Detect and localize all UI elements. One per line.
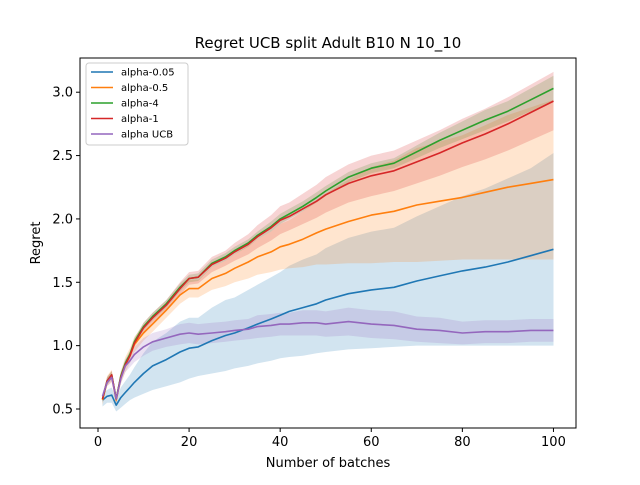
legend-label: alpha-0.05 <box>121 68 175 79</box>
x-tick-label: 60 <box>363 435 380 450</box>
band-series-2 <box>102 75 554 403</box>
line-series-3 <box>101 100 554 400</box>
y-axis-ticks: 0.5 1.0 1.5 2.0 2.5 3.0 <box>52 86 80 417</box>
x-axis-ticks: 0 20 40 60 80 100 <box>94 428 566 450</box>
band-series-1 <box>102 99 554 406</box>
band-series-0 <box>102 153 554 412</box>
y-axis-label: Regret <box>29 222 44 265</box>
y-tick-label: 2.0 <box>52 212 73 227</box>
x-tick-label: 100 <box>541 435 566 450</box>
chart-title: Regret UCB split Adult B10 N 10_10 <box>195 34 462 53</box>
line-series-4 <box>101 320 554 400</box>
x-tick-label: 80 <box>454 435 471 450</box>
legend-label: alpha-0.5 <box>121 83 168 94</box>
band-series-4 <box>102 307 554 403</box>
y-tick-label: 1.0 <box>52 339 73 354</box>
y-tick-label: 2.5 <box>52 149 73 164</box>
x-tick-label: 0 <box>94 435 102 450</box>
y-tick-label: 1.5 <box>52 276 73 291</box>
plot-frame <box>79 57 577 429</box>
legend-label: alpha-4 <box>121 99 159 110</box>
y-tick-label: 0.5 <box>52 402 73 417</box>
legend: alpha-0.05 alpha-0.5 alpha-4 alpha-1 alpha U… <box>85 62 189 146</box>
y-tick-label: 3.0 <box>52 86 73 101</box>
confidence-bands <box>102 71 554 412</box>
x-tick-label: 20 <box>181 435 198 450</box>
legend-label: alpha-1 <box>121 114 159 125</box>
line-series-0 <box>101 248 554 407</box>
x-tick-label: 40 <box>272 435 289 450</box>
series-lines <box>101 87 554 407</box>
legend-box <box>85 62 189 146</box>
legend-items: alpha-0.05 alpha-0.5 alpha-4 alpha-1 alpha U… <box>91 68 175 141</box>
x-axis-label: Number of batches <box>266 456 391 471</box>
legend-label: alpha UCB <box>121 130 173 141</box>
band-series-3 <box>102 71 554 403</box>
